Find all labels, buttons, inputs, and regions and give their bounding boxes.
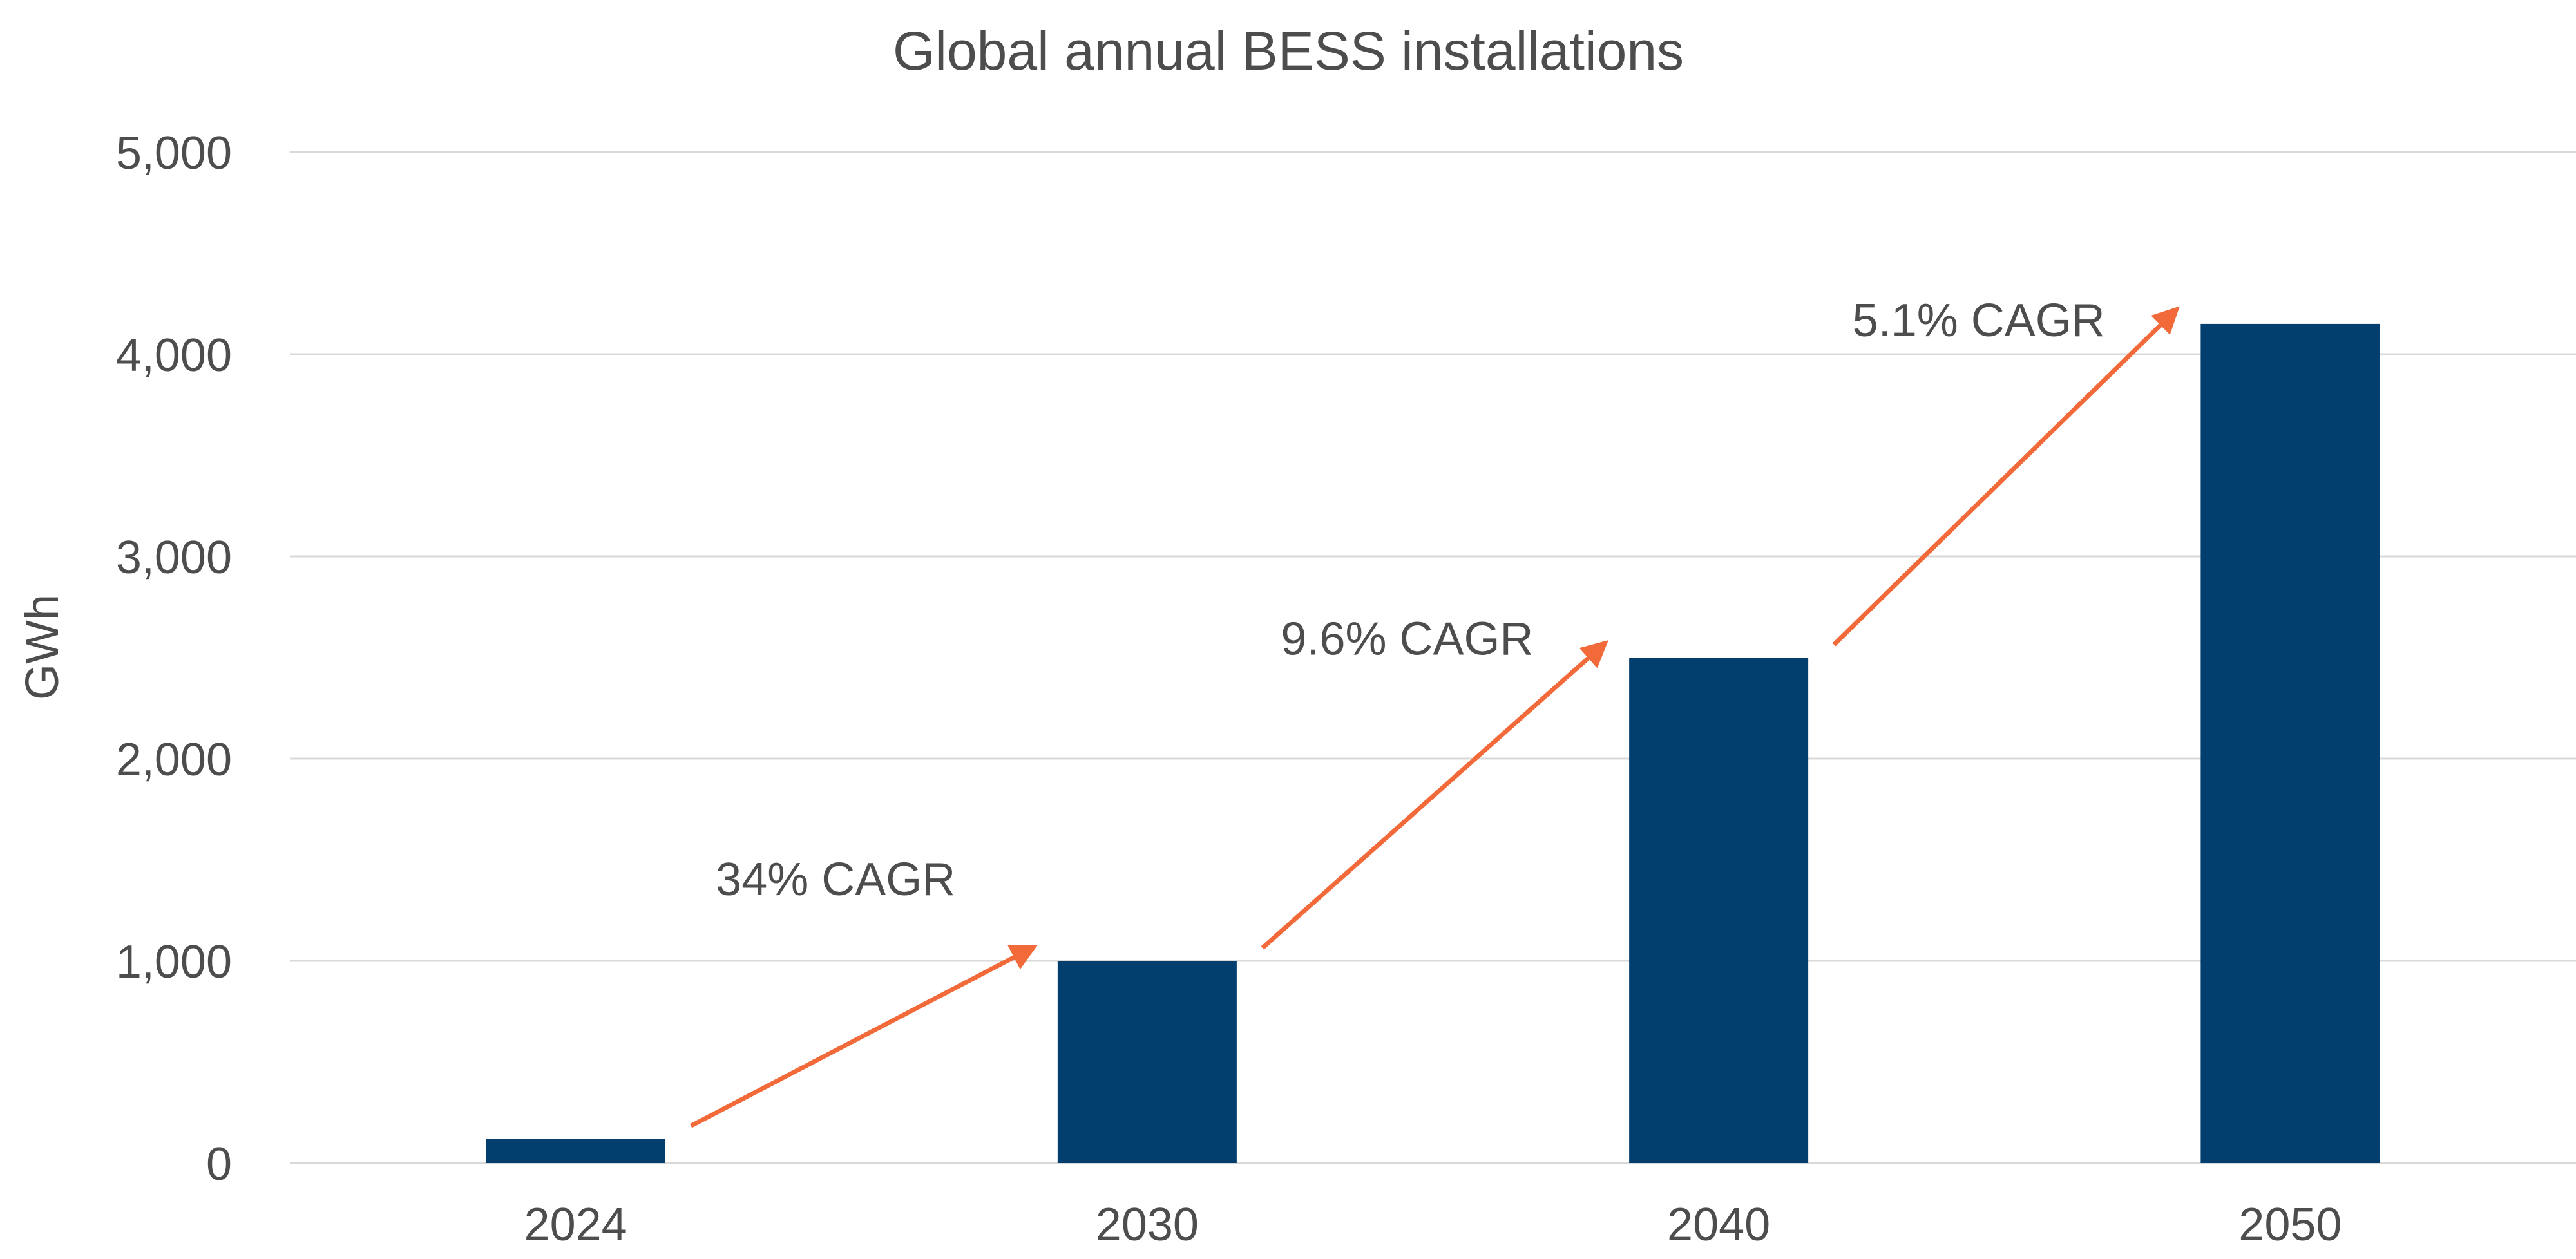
cagr-arrow — [690, 945, 1038, 1128]
bar-2050 — [2200, 323, 2380, 1163]
cagr-label: 34% CAGR — [716, 854, 955, 905]
x-tick-label: 2050 — [2238, 1199, 2342, 1251]
y-tick-label: 5,000 — [116, 128, 232, 179]
y-tick-label: 3,000 — [116, 532, 232, 583]
bar-2024 — [486, 1139, 665, 1163]
x-axis-ticks: 2024 2030 2040 2050 — [524, 1199, 2342, 1251]
y-axis-ticks: 0 1,000 2,000 3,000 4,000 5,000 — [116, 128, 232, 1190]
y-axis-label: GWh — [17, 594, 68, 700]
x-tick-label: 2040 — [1667, 1199, 1770, 1251]
y-tick-label: 0 — [206, 1139, 232, 1190]
y-tick-label: 1,000 — [116, 936, 232, 988]
gridlines — [290, 151, 2576, 1164]
chart-title: Global annual BESS installations — [893, 21, 1684, 81]
y-tick-label: 2,000 — [116, 734, 232, 786]
cagr-label: 5.1% CAGR — [1853, 295, 2105, 346]
bar-2040 — [1629, 658, 1809, 1163]
x-tick-label: 2030 — [1096, 1199, 1199, 1251]
cagr-arrow — [1832, 306, 2180, 647]
x-tick-label: 2024 — [524, 1199, 627, 1251]
y-tick-label: 4,000 — [116, 330, 232, 381]
bars — [486, 323, 2380, 1163]
bar-2030 — [1057, 961, 1237, 1163]
cagr-label: 9.6% CAGR — [1281, 614, 1533, 665]
cagr-annotations: 34% CAGR 9.6% CAGR 5.1% CAGR — [690, 295, 2180, 1128]
cagr-arrow — [1261, 640, 1608, 950]
